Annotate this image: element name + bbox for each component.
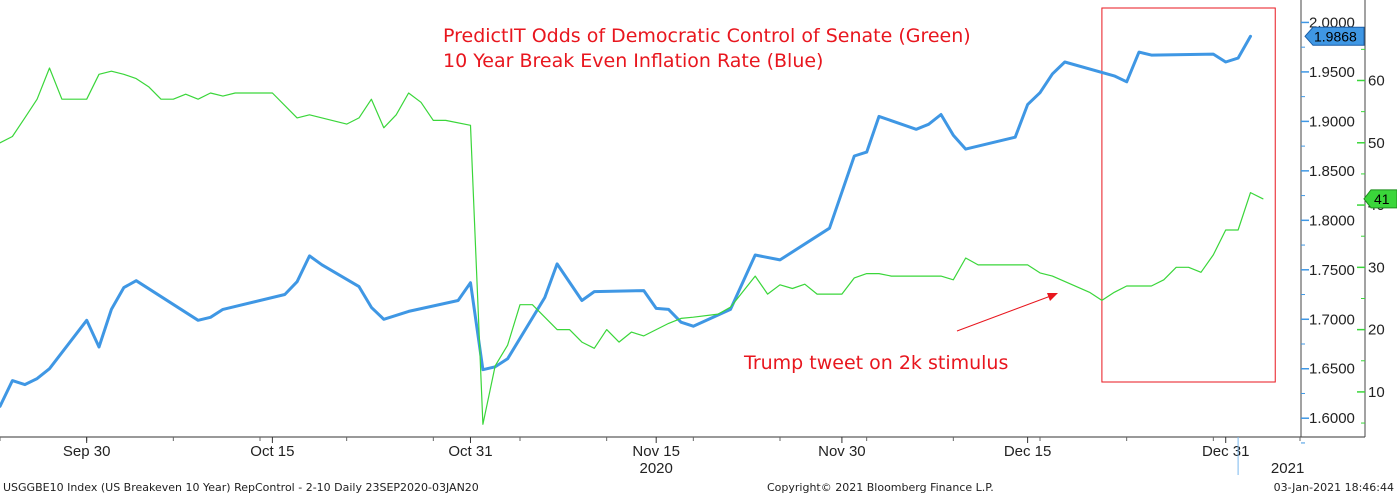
series-group [0, 34, 1264, 425]
annotation-arrow-line [956, 293, 1057, 332]
right-scale-tick-label: 20 [1368, 322, 1385, 339]
right-scale-tick-label: 30 [1368, 259, 1385, 276]
left-scale-tick-label: 1.7500 [1309, 262, 1355, 279]
left-scale-tick-label: 1.9000 [1309, 113, 1355, 130]
green-series-line [0, 67, 1264, 425]
footer: USGGBE10 Index (US Breakeven 10 Year) Re… [3, 481, 1394, 494]
right-scale-tick-label: 60 [1368, 72, 1385, 89]
axes-group: Sep 30 Oct 15 Oct 31 Nov 15 Nov 30 Dec 15 Dec … [0, 0, 1397, 477]
highlight-box [1101, 7, 1276, 383]
x-tick-label: Nov 15 [632, 443, 680, 460]
x-tick-label: Oct 31 [448, 443, 492, 460]
blue-series-line [0, 34, 1252, 408]
year-label: 2021 [1271, 460, 1304, 477]
left-scale-tick-label: 1.8500 [1309, 163, 1355, 180]
x-tick-label: Sep 30 [63, 443, 111, 460]
left-scale-tick-label: 1.6000 [1309, 410, 1355, 427]
x-tick-label: Oct 15 [250, 443, 294, 460]
x-tick-label: Nov 30 [818, 443, 866, 460]
left-scale-tick-label: 1.6500 [1309, 361, 1355, 378]
footer-timestamp: 03-Jan-2021 18:46:44 [1274, 481, 1394, 494]
blue-last-value-badge [1304, 26, 1365, 46]
year-label: 2020 [640, 460, 673, 477]
annotation-group: PredictIT Odds of Democratic Control of … [443, 25, 1058, 374]
blue-last-value-label: 1.9868 [1314, 28, 1357, 44]
annotation-arrow-head [1047, 293, 1058, 301]
footer-copyright: Copyright© 2021 Bloomberg Finance L.P. [767, 481, 994, 494]
left-scale-tick-label: 1.8000 [1309, 212, 1355, 229]
x-tick-label: Dec 31 [1202, 443, 1250, 460]
footer-source: USGGBE10 Index (US Breakeven 10 Year) Re… [3, 481, 479, 494]
chart-title-line-1: PredictIT Odds of Democratic Control of … [443, 25, 971, 47]
right-scale-tick-label: 50 [1368, 135, 1385, 152]
right-scale-tick-label: 10 [1368, 384, 1385, 401]
left-scale-tick-label: 1.9500 [1309, 64, 1355, 81]
left-scale-tick-label: 1.7000 [1309, 311, 1355, 328]
annotation-label: Trump tweet on 2k stimulus [743, 352, 1008, 374]
x-tick-label: Dec 15 [1004, 443, 1052, 460]
green-last-value-label: 41 [1374, 191, 1390, 207]
chart-title-line-2: 10 Year Break Even Inflation Rate (Blue) [443, 50, 823, 72]
green-last-value-badge [1363, 189, 1397, 209]
